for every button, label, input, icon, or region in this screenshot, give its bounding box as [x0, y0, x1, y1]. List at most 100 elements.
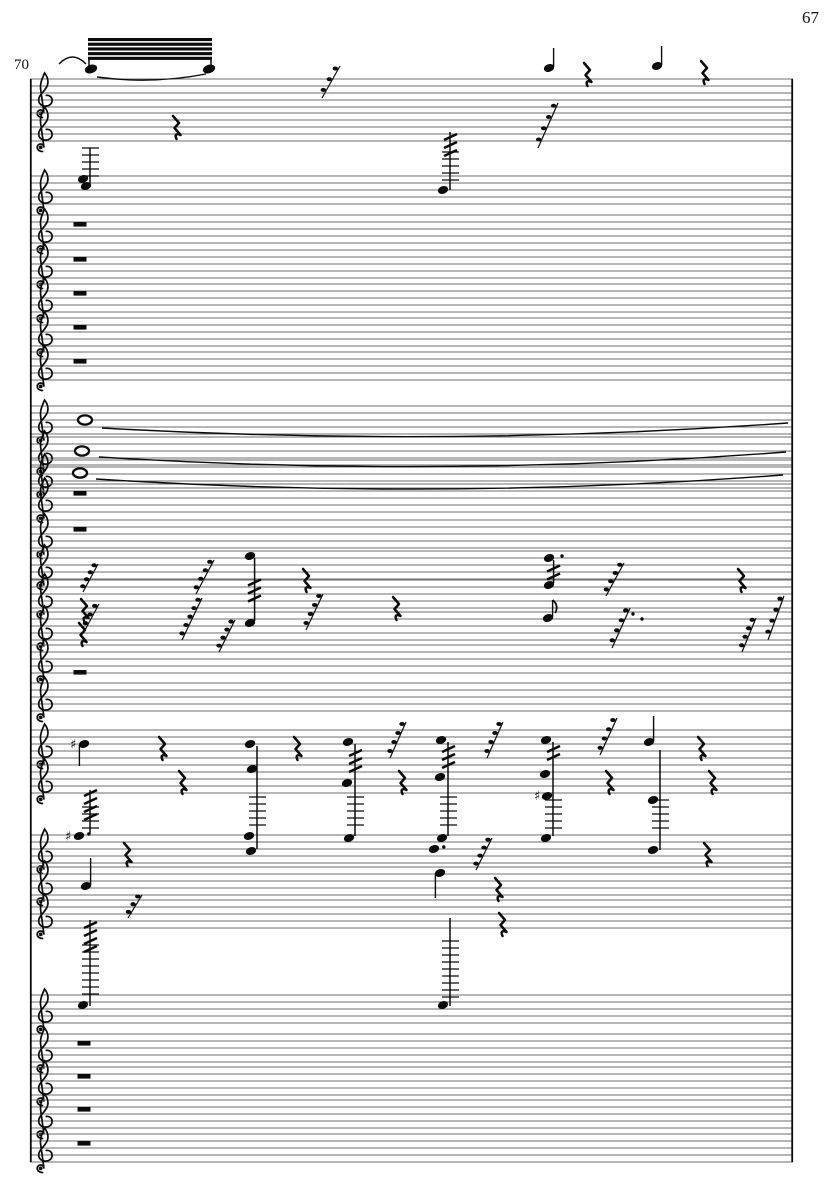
staff	[30, 344, 793, 392]
grace-run	[82, 603, 100, 631]
whole-rest	[73, 257, 87, 262]
sharp-icon: ♯	[70, 738, 76, 753]
staff	[30, 1026, 793, 1074]
quarter-rest	[707, 769, 718, 796]
treble-clef-icon	[36, 604, 53, 652]
staff	[30, 604, 793, 652]
grace-run	[303, 593, 324, 631]
quarter-rest	[79, 597, 90, 624]
note	[651, 46, 663, 70]
quarter-rest	[177, 769, 188, 796]
whole-rest	[77, 1141, 91, 1146]
whole-rest	[73, 491, 87, 496]
chord-column	[77, 147, 99, 190]
treble-clef-icon	[36, 987, 53, 1035]
quarter-rest	[171, 114, 182, 141]
quarter-rest	[77, 621, 88, 648]
staff	[30, 276, 793, 324]
grace-run	[535, 102, 559, 149]
note	[428, 845, 446, 853]
note	[80, 858, 92, 890]
quarter-rest	[699, 59, 710, 86]
treble-clef-icon	[36, 757, 53, 805]
note	[543, 48, 555, 72]
staff	[30, 827, 793, 875]
chord-column	[243, 740, 266, 855]
treble-clef-icon	[36, 722, 53, 770]
treble-clef-icon	[36, 71, 53, 119]
staff	[30, 512, 793, 560]
staff	[30, 757, 793, 805]
grace-run	[484, 721, 504, 759]
grace-run	[387, 721, 407, 759]
staff	[30, 207, 793, 255]
whole-rest	[73, 527, 87, 532]
sharp-icon: ♯	[534, 789, 540, 804]
augmentation-dot	[623, 609, 627, 613]
treble-clef-icon	[36, 105, 53, 153]
treble-clef-icon	[36, 675, 53, 723]
chord-column	[434, 736, 457, 842]
grace-run	[603, 562, 625, 597]
beam-tremolo	[84, 38, 216, 74]
whole-note	[71, 467, 89, 479]
whole-rest	[73, 359, 87, 364]
staff	[30, 429, 793, 477]
grace-run	[193, 559, 215, 595]
whole-rest	[77, 1107, 91, 1112]
slur-curve	[96, 73, 207, 81]
treble-clef-icon	[36, 892, 53, 940]
treble-clef-icon	[36, 859, 53, 907]
chord-column	[647, 750, 669, 854]
whole-rest	[73, 670, 87, 675]
staff	[30, 543, 793, 591]
quarter-rest	[122, 841, 133, 868]
quarter-rest	[292, 735, 303, 762]
chord-column	[539, 736, 562, 842]
tie-curve	[95, 474, 784, 490]
note	[643, 716, 655, 746]
grace-run	[597, 717, 618, 756]
tie-curve	[98, 451, 787, 468]
whole-rest	[73, 325, 87, 330]
treble-clef-icon	[36, 207, 53, 255]
quarter-rest	[493, 876, 504, 903]
staff	[30, 105, 793, 153]
staff	[30, 476, 793, 524]
staff	[30, 892, 793, 940]
grace-run	[473, 837, 493, 871]
quarter-rest	[702, 841, 713, 868]
grace-run	[320, 65, 341, 99]
staff	[30, 242, 793, 290]
treble-clef-icon	[36, 1126, 53, 1174]
quarter-rest	[301, 567, 312, 594]
treble-clef-icon	[36, 1026, 53, 1074]
tremolo-chord	[244, 552, 262, 627]
treble-clef-icon	[36, 344, 53, 392]
quarter-rest	[696, 735, 707, 762]
note	[542, 599, 558, 622]
staff	[30, 168, 793, 216]
staff	[30, 398, 793, 446]
staff	[30, 637, 793, 685]
quarter-rest	[736, 567, 747, 594]
treble-clef-icon	[36, 168, 53, 216]
staff	[30, 71, 793, 119]
treble-clef-icon	[36, 637, 53, 685]
tie-curve	[101, 422, 789, 438]
measure-number: 70	[14, 57, 29, 73]
chord-column	[341, 738, 364, 842]
quarter-rest	[391, 595, 402, 622]
note: ♯	[70, 738, 90, 766]
staff	[30, 1059, 793, 1107]
staff	[30, 722, 793, 770]
staff	[30, 675, 793, 723]
treble-clef-icon	[36, 512, 53, 560]
augmentation-dot	[640, 617, 644, 621]
staff	[30, 987, 793, 1035]
note	[434, 869, 446, 898]
chord-column	[82, 788, 99, 834]
treble-clef-icon	[36, 398, 53, 446]
